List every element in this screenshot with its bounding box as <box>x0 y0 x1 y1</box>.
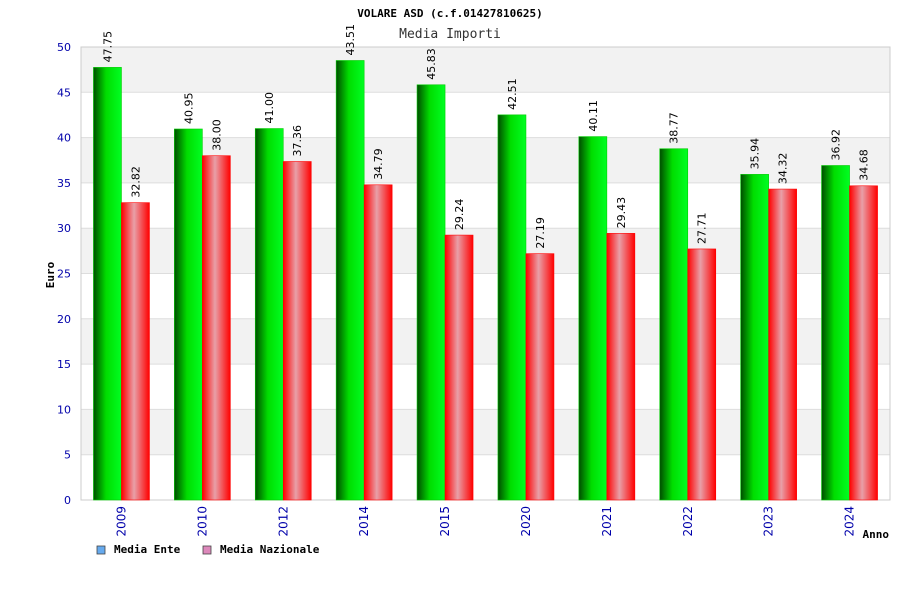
x-tick-label: 2010 <box>195 506 209 537</box>
x-tick-label: 2023 <box>762 506 776 537</box>
x-axis-label: Anno <box>863 528 890 541</box>
bar-value-label: 32.82 <box>129 166 142 198</box>
chart-title: VOLARE ASD (c.f.01427810625) <box>357 7 542 20</box>
bar-media-nazionale-2022 <box>687 248 717 501</box>
y-tick-label: 15 <box>57 358 71 371</box>
bar-media-ente-2015 <box>416 84 446 501</box>
bar-value-label: 40.11 <box>587 100 600 132</box>
y-tick-label: 0 <box>64 494 71 507</box>
x-tick-label: 2022 <box>681 506 695 537</box>
bar-value-label: 38.00 <box>210 119 223 151</box>
y-tick-label: 25 <box>57 268 71 281</box>
bar-value-label: 43.51 <box>344 24 357 56</box>
bar-value-label: 40.95 <box>182 92 195 124</box>
x-tick-label: 2015 <box>438 506 452 537</box>
legend-label-media-ente: Media Ente <box>114 543 181 556</box>
y-axis-label: Euro <box>44 261 57 288</box>
plot-area: 47.75 32.82 40.95 38.00 41.00 37.36 43.51 34.79… <box>57 24 891 537</box>
legend: Media Ente Media Nazionale <box>96 543 320 556</box>
bar-media-ente-2010 <box>174 128 203 501</box>
legend-swatch-media-ente <box>96 545 106 555</box>
bar-media-ente-2023 <box>740 174 769 501</box>
bar-media-ente-2020 <box>497 114 527 501</box>
x-tick-label: 2014 <box>357 506 371 537</box>
bar-value-label: 34.68 <box>858 149 871 181</box>
bar-value-label: 38.77 <box>668 112 681 144</box>
y-tick-label: 10 <box>57 403 71 416</box>
bar-media-ente-2014 <box>335 60 365 501</box>
bar-media-nazionale-2015 <box>444 234 474 501</box>
bar-media-nazionale-2024 <box>849 185 878 501</box>
x-tick-label: 2021 <box>600 506 614 537</box>
grid-band <box>81 47 890 93</box>
bar-media-nazionale-2009 <box>121 202 150 501</box>
y-tick-label: 35 <box>57 177 71 190</box>
bar-value-label: 36.92 <box>830 129 843 161</box>
y-tick-label: 20 <box>57 313 71 326</box>
bar-media-nazionale-2021 <box>606 233 636 501</box>
y-tick-label: 45 <box>57 86 71 99</box>
bar-media-ente-2009 <box>93 67 122 501</box>
plot-frame <box>80 46 891 501</box>
y-tick-label: 50 <box>57 41 71 54</box>
bar-media-nazionale-2014 <box>363 184 393 501</box>
bar-value-label: 37.36 <box>291 125 304 157</box>
bar-media-nazionale-2010 <box>202 155 231 501</box>
bar-value-label: 41.00 <box>263 92 276 124</box>
bar-value-label: 27.71 <box>696 212 709 244</box>
bar-media-ente-2012 <box>254 128 284 501</box>
legend-label-media-nazionale: Media Nazionale <box>220 543 320 556</box>
chart-subtitle: Media Importi <box>399 27 501 42</box>
x-tick-label: 2020 <box>519 506 533 537</box>
bar-media-nazionale-2020 <box>525 253 555 501</box>
bar-value-label: 27.19 <box>534 217 547 249</box>
bar-media-nazionale-2023 <box>768 188 797 501</box>
bar-media-ente-2021 <box>578 136 608 501</box>
bar-value-label: 42.51 <box>506 78 519 110</box>
bar-value-label: 29.24 <box>453 199 466 231</box>
bar-value-label: 29.43 <box>615 197 628 229</box>
bar-media-nazionale-2012 <box>282 161 312 501</box>
bar-media-ente-2022 <box>659 148 689 501</box>
legend-swatch-media-nazionale <box>202 545 212 555</box>
x-tick-label: 2012 <box>276 506 290 537</box>
y-tick-label: 30 <box>57 222 71 235</box>
y-tick-label: 40 <box>57 132 71 145</box>
bar-value-label: 47.75 <box>101 31 114 63</box>
x-tick-label: 2009 <box>114 506 128 537</box>
bar-media-ente-2024 <box>821 165 850 501</box>
bar-value-label: 34.79 <box>372 148 385 180</box>
y-tick-label: 5 <box>64 449 71 462</box>
bar-value-label: 34.32 <box>777 153 790 185</box>
x-tick-label: 2024 <box>843 506 857 537</box>
bar-value-label: 35.94 <box>749 138 762 170</box>
bar-value-label: 45.83 <box>425 48 438 80</box>
